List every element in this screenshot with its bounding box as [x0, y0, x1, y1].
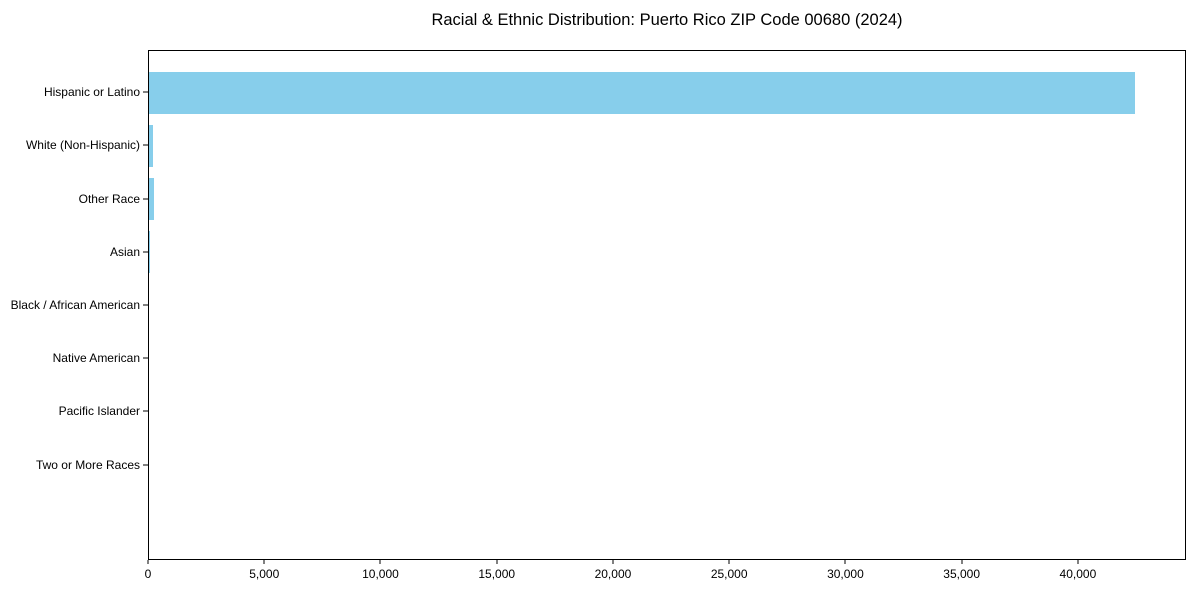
x-tick-label: 0	[144, 567, 152, 581]
y-tick-label: Hispanic or Latino	[43, 85, 140, 100]
y-tick-mark	[143, 251, 148, 253]
x-tick-label: 40,000	[1059, 567, 1097, 581]
y-tick-mark	[143, 357, 148, 359]
bar	[149, 230, 151, 274]
x-tick-mark	[496, 560, 498, 564]
y-tick-label: Native American	[52, 351, 140, 366]
x-tick-mark	[612, 560, 614, 564]
x-tick-mark	[844, 560, 846, 564]
y-tick-mark	[143, 198, 148, 200]
x-tick-label: 25,000	[710, 567, 748, 581]
x-tick-mark	[147, 560, 149, 564]
y-tick-mark	[143, 410, 148, 412]
plot-area	[148, 50, 1186, 560]
y-tick-label: Black / African American	[10, 298, 140, 312]
x-tick-mark	[1077, 560, 1079, 564]
bar	[149, 177, 154, 221]
y-tick-mark	[143, 91, 148, 93]
y-tick-mark	[143, 304, 148, 306]
bar	[149, 71, 1136, 115]
x-tick-mark	[961, 560, 963, 564]
x-tick-mark	[263, 560, 265, 564]
x-tick-mark	[728, 560, 730, 564]
y-tick-mark	[143, 464, 148, 466]
chart-title: Racial & Ethnic Distribution: Puerto Ric…	[431, 11, 903, 29]
y-tick-label: Asian	[109, 244, 140, 259]
y-tick-mark	[143, 144, 148, 146]
y-tick-label: Pacific Islander	[58, 404, 140, 419]
bar	[149, 124, 153, 168]
x-tick-label: 30,000	[827, 567, 864, 581]
x-tick-label: 5,000	[249, 567, 280, 581]
y-tick-label: Two or More Races	[35, 457, 140, 472]
y-tick-label: White (Non-Hispanic)	[25, 138, 140, 153]
x-tick-label: 35,000	[943, 567, 981, 581]
x-tick-label: 10,000	[362, 567, 399, 581]
y-tick-label: Other Race	[78, 191, 140, 206]
x-tick-label: 15,000	[478, 567, 516, 581]
x-tick-mark	[379, 560, 381, 564]
x-tick-label: 20,000	[594, 567, 632, 581]
